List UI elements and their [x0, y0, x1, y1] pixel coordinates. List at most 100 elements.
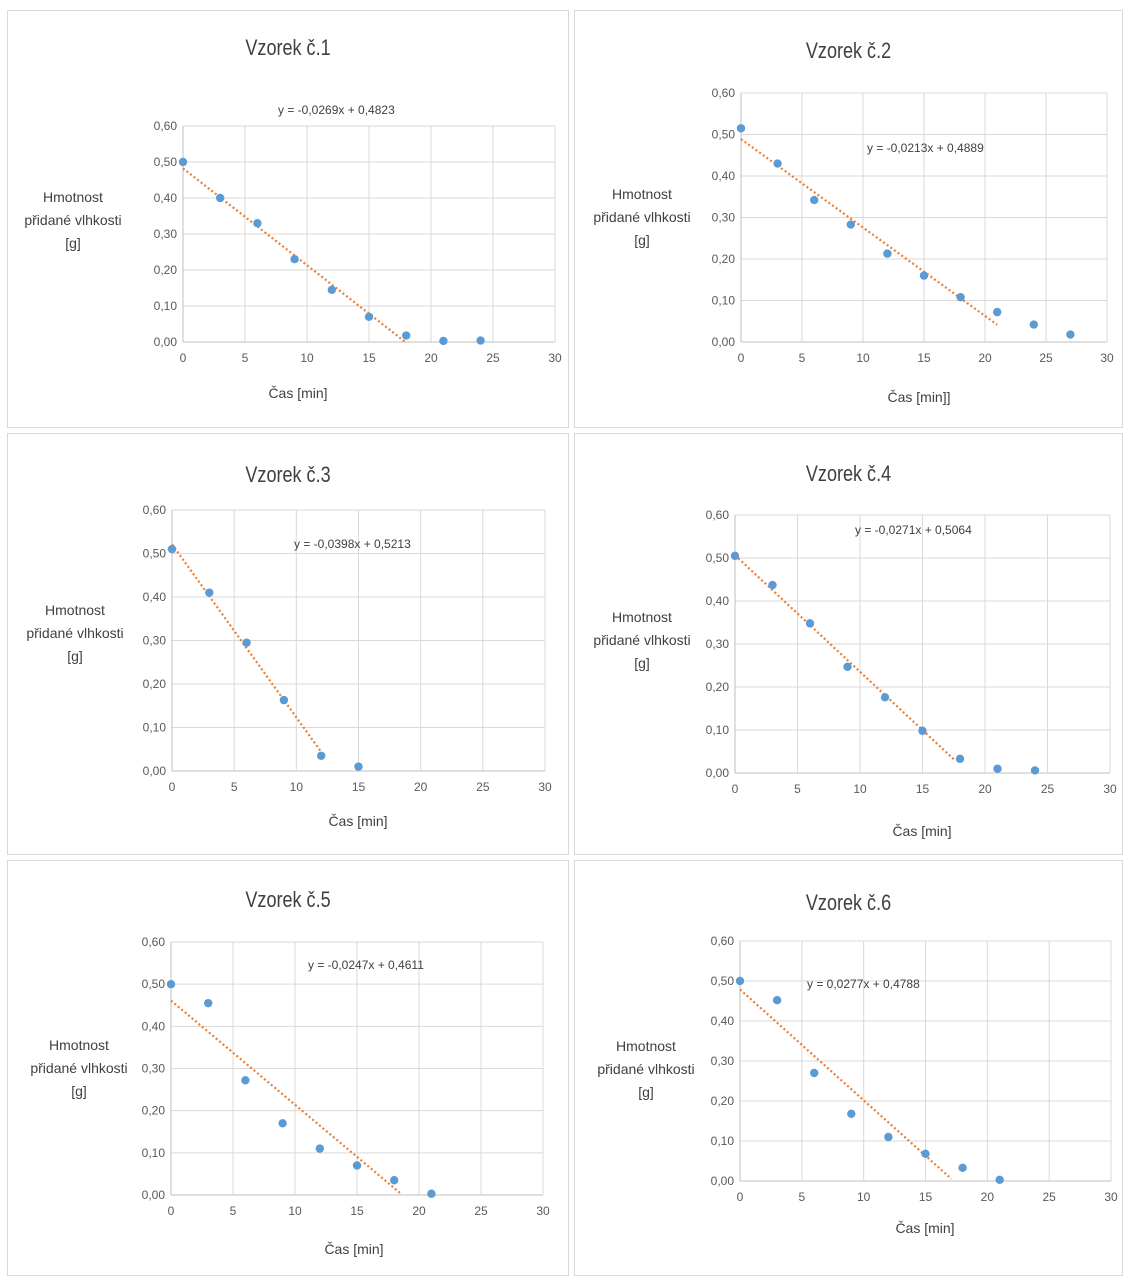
x-tick-label: 25 — [486, 351, 500, 365]
y-tick-label: 0,40 — [711, 1014, 735, 1028]
data-point — [279, 695, 289, 705]
plot-area: 0,00 0,10 0,20 0,30 0,40 0,50 0,60 0 5 10 15 20 25 30 — [154, 119, 562, 365]
x-tick-label: 30 — [536, 1204, 550, 1218]
x-tick-label: 15 — [917, 351, 931, 365]
x-tick-label: 10 — [300, 351, 314, 365]
y-tick-label: 0,40 — [712, 169, 736, 183]
trendline — [171, 543, 323, 753]
x-axis-label: Čas [min]] — [887, 389, 951, 405]
data-point — [354, 762, 363, 771]
data-point — [736, 124, 746, 133]
x-tick-label: 5 — [798, 1190, 805, 1204]
x-axis-label: Čas [min] — [895, 1220, 955, 1236]
trendline — [170, 999, 403, 1196]
x-tick-label: 20 — [978, 351, 992, 365]
data-point — [364, 312, 374, 321]
x-tick-label: 20 — [424, 351, 438, 365]
y-axis-label: Hmotnost přidané vlhkosti [g] — [24, 189, 122, 251]
x-tick-label: 5 — [231, 780, 238, 794]
x-tick-label: 0 — [732, 782, 739, 796]
y-tick-label: 0,40 — [142, 1019, 166, 1033]
x-tick-label: 10 — [288, 1204, 302, 1218]
data-point — [178, 157, 188, 167]
y-tick-label: 0,40 — [143, 590, 167, 604]
plot-area: 0,00 0,10 0,20 0,30 0,40 0,50 0,60 0 5 10 15 20 25 30 — [712, 86, 1114, 365]
x-tick-label: 30 — [548, 351, 562, 365]
y-tick-label: 0,30 — [706, 637, 730, 651]
y-tick-label: 0,20 — [711, 1094, 735, 1108]
y-tick-label: 0,20 — [154, 263, 178, 277]
y-tick-label: 0,50 — [712, 128, 736, 142]
data-point — [955, 754, 965, 764]
y-tick-label: 0,20 — [142, 1104, 166, 1118]
x-tick-label: 15 — [362, 351, 376, 365]
y-tick-label: 0,10 — [154, 299, 178, 313]
chart-title: Vzorek č.3 — [245, 462, 331, 487]
data-point — [290, 255, 299, 264]
data-point — [735, 976, 745, 986]
y-tick-label: 0,60 — [154, 119, 178, 133]
data-point — [402, 331, 411, 340]
x-tick-label: 25 — [1042, 1190, 1056, 1204]
chart-title: Vzorek č.1 — [245, 35, 331, 60]
y-axis-label: Hmotnost přidané vlhkosti [g] — [26, 602, 124, 664]
chart-panel-3: Vzorek č.3 0,00 0,10 0,20 0,30 0,40 0,50 0,60 0… — [7, 433, 569, 855]
x-tick-label: 10 — [290, 780, 304, 794]
data-point — [242, 638, 251, 647]
x-tick-label: 5 — [794, 782, 801, 796]
y-tick-label: 0,10 — [712, 294, 736, 308]
data-point — [352, 1161, 362, 1170]
y-tick-label: 0,10 — [711, 1134, 735, 1148]
x-tick-label: 15 — [352, 780, 366, 794]
chart-title: Vzorek č.6 — [805, 890, 892, 915]
x-tick-label: 25 — [474, 1204, 488, 1218]
plot-area: 0,00 0,10 0,20 0,30 0,40 0,50 0,60 0 5 10 15 20 25 30 — [143, 503, 552, 794]
y-tick-label: 0,30 — [711, 1054, 735, 1068]
y-tick-label: 0,20 — [143, 677, 167, 691]
data-point — [241, 1076, 250, 1085]
y-tick-label: 0,60 — [711, 934, 735, 948]
y-tick-label: 0,10 — [142, 1146, 166, 1160]
data-point — [880, 693, 890, 702]
trendline-equation: y = -0,0247x + 0,4611 — [308, 958, 424, 972]
x-tick-label: 30 — [1104, 1190, 1118, 1204]
trendline — [739, 988, 953, 1180]
plot-area: 0,00 0,10 0,20 0,30 0,40 0,50 0,60 0 5 10 15 20 25 30 — [706, 508, 1117, 796]
y-axis-label: Hmotnost přidané vlhkosti [g] — [597, 1038, 695, 1100]
data-point — [730, 551, 740, 561]
x-tick-label: 20 — [414, 780, 428, 794]
data-point — [956, 292, 965, 302]
x-tick-label: 10 — [856, 351, 870, 365]
trendline-equation: y = -0,0398x + 0,5213 — [294, 537, 411, 551]
y-tick-label: 0,10 — [143, 721, 167, 735]
y-axis-label: Hmotnost přidané vlhkosti [g] — [593, 186, 691, 248]
data-point — [918, 726, 927, 736]
x-tick-label: 15 — [919, 1190, 933, 1204]
x-tick-label: 20 — [981, 1190, 995, 1204]
data-point — [315, 1144, 324, 1153]
plot-area: 0,00 0,10 0,20 0,30 0,40 0,50 0,60 0 5 10 15 20 25 30 — [711, 934, 1118, 1204]
data-point — [427, 1189, 436, 1198]
data-point — [805, 619, 815, 628]
chart-panel-1: Vzorek č.1 0,00 0,10 0,20 0,30 0,40 0,50 0,60 0… — [7, 10, 569, 428]
data-point — [884, 1132, 893, 1142]
x-tick-label: 5 — [799, 351, 806, 365]
y-tick-label: 0,20 — [706, 680, 730, 694]
x-tick-label: 0 — [738, 351, 745, 365]
y-tick-label: 0,30 — [142, 1062, 166, 1076]
data-point — [216, 193, 225, 203]
x-tick-label: 10 — [857, 1190, 871, 1204]
x-axis-label: Čas [min] — [892, 823, 952, 839]
chart-panel-2: Vzorek č.2 0,00 0,10 0,20 0,30 0,40 0,50 0,60 0… — [574, 10, 1123, 428]
y-tick-label: 0,60 — [143, 503, 167, 517]
data-point — [166, 979, 176, 989]
chart-title: Vzorek č.2 — [805, 38, 892, 63]
data-point — [327, 285, 336, 294]
data-point — [843, 662, 852, 671]
data-point — [846, 220, 855, 229]
y-axis-label: Hmotnost přidané vlhkosti [g] — [593, 609, 691, 671]
y-tick-label: 0,20 — [712, 252, 736, 266]
data-point — [476, 336, 485, 345]
x-tick-label: 15 — [916, 782, 930, 796]
x-tick-label: 0 — [180, 351, 187, 365]
